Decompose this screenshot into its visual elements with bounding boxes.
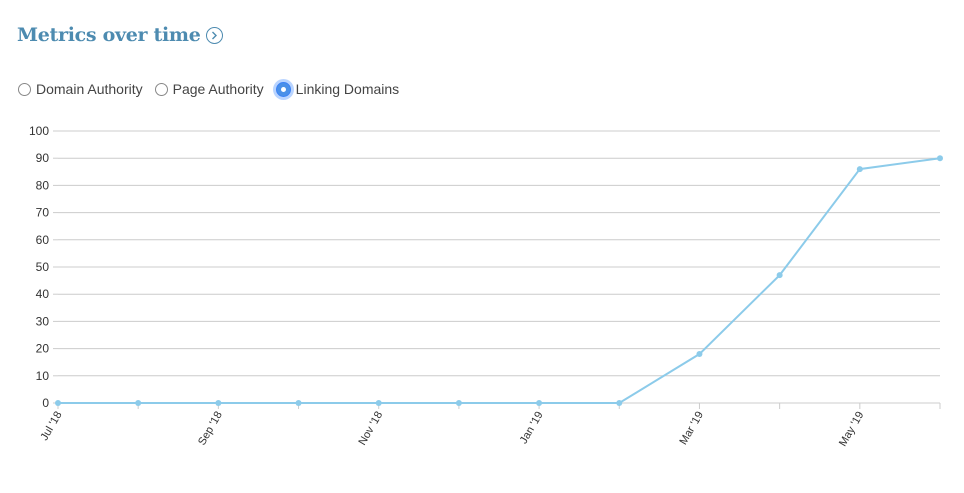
x-tick-label: Jul '18 xyxy=(38,410,64,443)
data-point xyxy=(455,400,462,406)
data-point xyxy=(616,400,623,406)
chevron-right-circle-icon[interactable] xyxy=(205,26,223,44)
data-point xyxy=(295,400,302,406)
data-point xyxy=(215,400,222,406)
y-tick-label: 60 xyxy=(36,233,50,247)
x-tick-label: Sep '18 xyxy=(196,410,225,448)
data-point xyxy=(135,400,142,406)
radio-label: Page Authority xyxy=(172,81,264,97)
metric-toggle: Domain Authority Page Authority Linking … xyxy=(18,81,411,97)
radio-button[interactable] xyxy=(154,82,168,96)
y-tick-label: 90 xyxy=(36,151,50,165)
series-line xyxy=(58,157,941,404)
y-tick-label: 50 xyxy=(36,260,50,274)
radio-domain-authority[interactable]: Domain Authority xyxy=(18,81,143,97)
page-title: Metrics over time xyxy=(17,24,201,46)
radio-button-selected[interactable] xyxy=(275,81,291,97)
data-point xyxy=(937,155,943,162)
y-tick-label: 70 xyxy=(36,206,50,220)
data-point xyxy=(55,400,61,406)
radio-label: Linking Domains xyxy=(295,81,400,97)
y-tick-label: 40 xyxy=(36,287,50,301)
data-point xyxy=(696,351,703,358)
y-tick-label: 20 xyxy=(36,342,50,356)
y-tick-label: 10 xyxy=(36,369,50,383)
radio-button[interactable] xyxy=(18,82,31,96)
data-point xyxy=(375,400,382,406)
data-point xyxy=(776,272,783,279)
y-tick-label: 0 xyxy=(42,396,49,410)
radio-linking-domains[interactable]: Linking Domains xyxy=(275,81,400,97)
radio-label: Domain Authority xyxy=(36,81,143,97)
radio-page-authority[interactable]: Page Authority xyxy=(154,81,264,97)
y-tick-label: 80 xyxy=(36,178,50,192)
chart-header: Metrics over time xyxy=(17,24,223,46)
x-tick-label: Nov '18 xyxy=(356,410,385,448)
x-tick-label: May '19 xyxy=(837,410,866,449)
y-tick-label: 100 xyxy=(29,124,49,138)
data-point xyxy=(536,400,543,406)
x-tick-label: Mar '19 xyxy=(677,410,706,447)
y-tick-label: 30 xyxy=(36,314,50,328)
x-tick-label: Jan '19 xyxy=(518,410,546,446)
data-point xyxy=(856,166,863,173)
line-chart: 0 10 20 30 40 50 60 70 80 90 100 Jul '18 Sep '18 Nov … xyxy=(29,124,943,449)
